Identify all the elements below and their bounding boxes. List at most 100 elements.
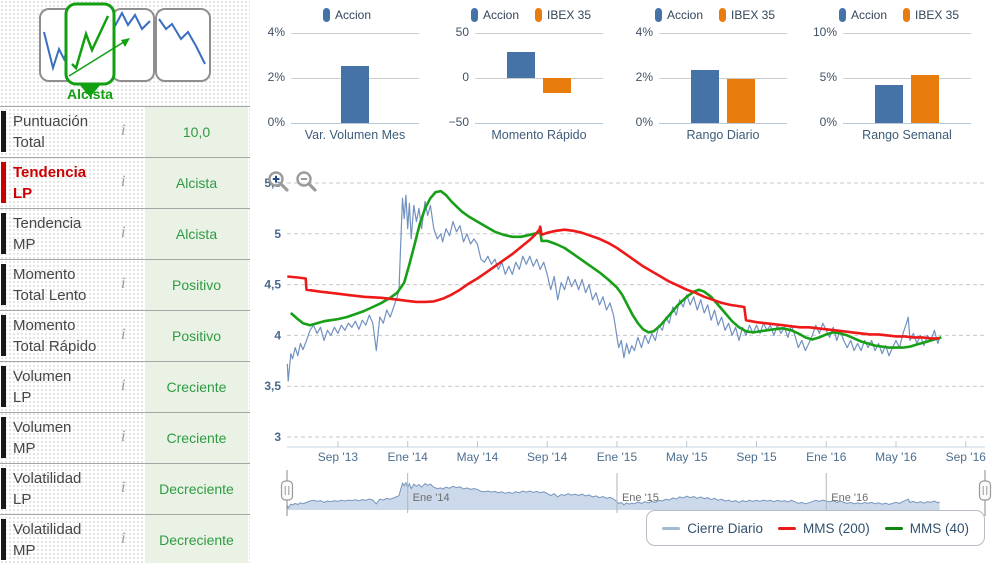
metric-row-accent-bar (1, 417, 6, 458)
metric-row-accent-bar (1, 111, 6, 152)
mini-chart-legend: Accion IBEX 35 (439, 8, 623, 22)
navigator-handle-right[interactable] (978, 470, 992, 516)
mini-chart-legend: Accion (255, 8, 439, 22)
mini-chart-3: Accion IBEX 35 4% 2% 0% Rango Diario (623, 0, 807, 152)
x-axis-label: Sep '13 (318, 450, 359, 464)
grid-line (659, 123, 787, 124)
handle-grip[interactable] (280, 480, 294, 501)
legend-label: Accion (850, 8, 887, 22)
axis-tick-label: 0 (462, 70, 469, 84)
info-icon[interactable]: i (121, 428, 126, 445)
navigator-line (286, 481, 940, 509)
legend-item[interactable]: IBEX 35 (719, 8, 775, 22)
metric-row[interactable]: Volatilidad MP i Decreciente (0, 514, 250, 563)
metrics-table: Puntuación Total i 10,0 Tendencia LP i Alcista T… (0, 106, 250, 563)
metric-row[interactable]: Volumen MP i Creciente (0, 412, 250, 463)
chart-legend: Cierre Diario MMS (200) MMS (40) (646, 510, 985, 546)
metric-value: Positivo (145, 311, 248, 361)
metric-row-accent-bar (1, 468, 6, 509)
axis-tick-label: 0% (267, 115, 285, 129)
metric-label: Momento Total Rápido (13, 317, 97, 355)
metric-row-accent-bar (1, 366, 6, 407)
mini-chart-title: Momento Rápido (491, 128, 587, 142)
legend-label: Cierre Diario (687, 520, 763, 536)
metric-label: Volumen LP (13, 368, 72, 406)
trend-card-4[interactable] (155, 8, 211, 82)
grid-line (475, 78, 603, 79)
info-icon[interactable]: i (121, 479, 126, 496)
bar-ibex35 (543, 78, 571, 94)
navigator-label: Ene '15 (622, 492, 659, 504)
info-icon[interactable]: i (121, 275, 126, 292)
axis-tick-label: 0% (635, 115, 653, 129)
mini-chart-title: Rango Diario (686, 128, 760, 142)
metric-label: Volatilidad MP (13, 521, 82, 559)
legend-label: IBEX 35 (547, 8, 592, 22)
y-axis-label: 3 (274, 430, 281, 444)
legend-marker (322, 8, 330, 22)
metric-label: Momento Total Lento (13, 266, 87, 304)
metric-row[interactable]: Volumen LP i Creciente (0, 361, 250, 412)
grid-line (659, 78, 787, 79)
info-icon[interactable]: i (121, 377, 126, 394)
trend-caption: Alcista (67, 86, 113, 102)
metric-row[interactable]: Tendencia MP i Alcista (0, 208, 250, 259)
axis-tick-label: 10% (812, 25, 837, 39)
legend-item[interactable]: Accion (654, 8, 703, 22)
axis-tick-label: 50 (455, 25, 469, 39)
zoom-in-icon[interactable] (267, 170, 291, 194)
zoom-out-icon[interactable] (295, 170, 319, 194)
metric-value: Positivo (145, 260, 248, 310)
range-navigator[interactable]: Ene '14 Ene '15 Ene '16 (255, 470, 992, 516)
metric-row-accent-bar (1, 213, 6, 254)
metric-value: Creciente (145, 362, 248, 412)
mini-chart-title: Var. Volumen Mes (304, 128, 406, 142)
metric-label: Tendencia MP (13, 215, 82, 253)
legend-marker (903, 8, 910, 22)
axis-tick-label: −50 (448, 115, 469, 129)
legend-item-cierre-diario[interactable]: Cierre Diario (662, 521, 763, 536)
metric-row[interactable]: Volatilidad LP i Decreciente (0, 463, 250, 514)
info-icon[interactable]: i (121, 326, 126, 343)
info-icon[interactable]: i (121, 530, 126, 547)
legend-marker (535, 8, 542, 22)
bar-ibex35 (911, 74, 939, 123)
legend-item[interactable]: Accion (470, 8, 519, 22)
x-axis-label: Ene '14 (388, 450, 429, 464)
legend-item[interactable]: IBEX 35 (535, 8, 591, 22)
legend-item[interactable]: Accion (322, 8, 371, 22)
x-axis-label: Sep '14 (527, 450, 568, 464)
mini-charts-row: Accion 4% 2% 0% Var. Volumen Mes Accion IBEX 3… (255, 0, 992, 152)
bar-ibex35 (727, 79, 755, 123)
metric-row[interactable]: Tendencia LP i Alcista (0, 157, 250, 208)
metric-row[interactable]: Momento Total Rápido i Positivo (0, 310, 250, 361)
legend-item[interactable]: Accion (838, 8, 887, 22)
legend-item[interactable]: IBEX 35 (903, 8, 959, 22)
legend-item-mms-200-[interactable]: MMS (200) (777, 521, 870, 536)
navigator-area (287, 482, 940, 510)
grid-line (843, 123, 971, 124)
info-icon[interactable]: i (121, 224, 126, 241)
trend-card-alcista-selected[interactable] (64, 2, 130, 97)
legend-marker (838, 8, 846, 22)
metric-row[interactable]: Momento Total Lento i Positivo (0, 259, 250, 310)
navigator-label: Ene '14 (413, 492, 450, 504)
metric-row[interactable]: Puntuación Total i 10,0 (0, 106, 250, 157)
grid-line (843, 33, 971, 34)
series-mms-200- (287, 225, 940, 340)
info-icon[interactable]: i (121, 122, 126, 139)
y-axis-label: 4 (274, 328, 281, 342)
metric-value: Decreciente (145, 464, 248, 514)
metric-value: Alcista (145, 209, 248, 259)
handle-grip[interactable] (978, 480, 992, 501)
series-cierre-diario (286, 194, 941, 382)
navigator-handle-left[interactable] (280, 470, 294, 516)
info-icon[interactable]: i (121, 173, 126, 190)
metric-value: Decreciente (145, 515, 248, 563)
axis-tick-label: 2% (635, 70, 653, 84)
legend-item-mms-40-[interactable]: MMS (40) (884, 520, 969, 536)
legend-label: MMS (40) (909, 520, 969, 536)
x-axis-label: May '14 (457, 450, 499, 464)
x-axis-label: Ene '16 (806, 450, 847, 464)
